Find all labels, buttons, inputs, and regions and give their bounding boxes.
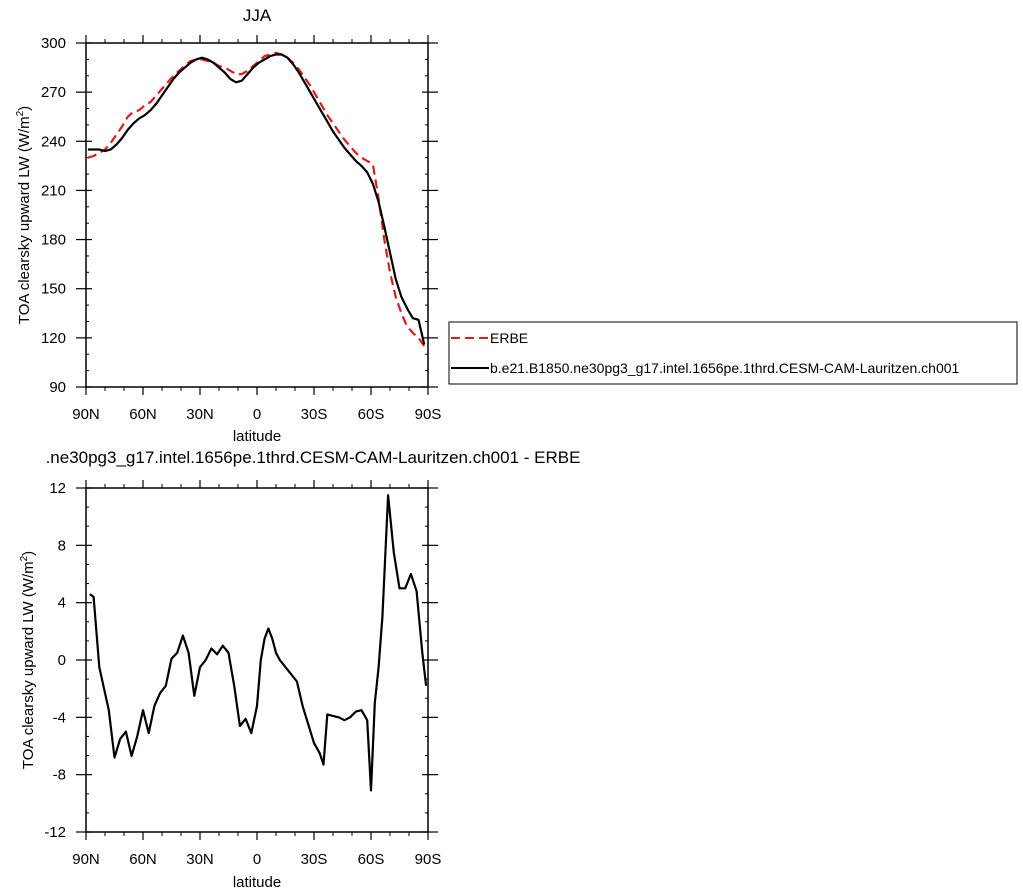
top-ticks — [76, 35, 438, 395]
bottom-xtick-labels: 90N 60N 30N 0 30S 60S 90S — [72, 851, 441, 868]
top-xtick-label: 90S — [415, 406, 442, 423]
top-xtick-label: 60N — [129, 406, 157, 423]
bottom-xtick-label: 30N — [186, 851, 214, 868]
bottom-y-axis-label-base: TOA clearsky upward LW (W/m — [20, 561, 37, 769]
bottom-plot-frame — [85, 487, 429, 833]
top-ytick-label: 240 — [41, 133, 66, 150]
top-ytick-label: 270 — [41, 84, 66, 101]
bottom-ytick-label: -12 — [44, 824, 66, 841]
top-xtick-label: 0 — [253, 406, 261, 423]
top-xtick-label: 60S — [358, 406, 385, 423]
bottom-chart-title: .ne30pg3_g17.intel.1656pe.1thrd.CESM-CAM… — [46, 448, 581, 467]
bottom-ytick-label: 4 — [58, 595, 66, 612]
bottom-y-axis-label-tail: ) — [20, 551, 37, 556]
legend-box — [448, 321, 1018, 385]
top-ytick-label: 300 — [41, 35, 66, 52]
bottom-ytick-label: 12 — [49, 480, 66, 497]
top-ytick-label: 90 — [49, 379, 66, 396]
bottom-ytick-labels: -12 -8 -4 0 4 8 12 — [44, 480, 66, 841]
legend-label-erbe: ERBE — [490, 330, 528, 346]
top-y-axis-label-tail: ) — [16, 106, 33, 111]
bottom-series — [89, 494, 428, 792]
top-ytick-label: 150 — [41, 281, 66, 298]
bottom-ytick-label: 8 — [58, 537, 66, 554]
top-y-axis-label-sup: 2 — [15, 110, 26, 116]
bottom-ytick-label: -8 — [53, 767, 66, 784]
bottom-x-axis-label: latitude — [233, 874, 281, 891]
bottom-y-axis-label: TOA clearsky upward LW (W/m2) — [19, 551, 37, 769]
bottom-ticks — [76, 480, 438, 840]
bottom-panel: .ne30pg3_g17.intel.1656pe.1thrd.CESM-CAM… — [19, 448, 580, 891]
bottom-y-axis-label-sup: 2 — [19, 555, 30, 561]
bottom-xtick-label: 60S — [358, 851, 385, 868]
bottom-xtick-label: 60N — [129, 851, 157, 868]
bottom-series-line-0 — [89, 494, 428, 792]
top-xtick-label: 30N — [186, 406, 214, 423]
top-chart-title: JJA — [243, 6, 272, 25]
top-xtick-label: 30S — [301, 406, 328, 423]
top-ytick-label: 180 — [41, 232, 66, 249]
top-plot-frame — [85, 42, 429, 388]
top-panel: JJA 90 120 150 180 210 240 270 300 90N 60N 30N 0 30… — [15, 6, 441, 445]
bottom-xtick-label: 90S — [415, 851, 442, 868]
top-series-line-1 — [87, 53, 426, 345]
top-x-axis-label: latitude — [233, 428, 281, 445]
legend: ERBE b.e21.B1850.ne30pg3_g17.intel.1656p… — [448, 321, 1018, 385]
top-y-axis-label: TOA clearsky upward LW (W/m2) — [15, 106, 33, 324]
top-ytick-label: 210 — [41, 182, 66, 199]
bottom-xtick-label: 30S — [301, 851, 328, 868]
legend-label-model: b.e21.B1850.ne30pg3_g17.intel.1656pe.1th… — [490, 360, 960, 376]
top-y-axis-label-base: TOA clearsky upward LW (W/m — [16, 116, 33, 324]
bottom-ytick-label: -4 — [53, 709, 66, 726]
bottom-xtick-label: 0 — [253, 851, 261, 868]
top-xtick-labels: 90N 60N 30N 0 30S 60S 90S — [72, 406, 441, 423]
bottom-ytick-label: 0 — [58, 652, 66, 669]
top-series — [87, 51, 426, 347]
top-ytick-label: 120 — [41, 330, 66, 347]
top-xtick-label: 90N — [72, 406, 100, 423]
bottom-xtick-label: 90N — [72, 851, 100, 868]
top-ytick-labels: 90 120 150 180 210 240 270 300 — [41, 35, 66, 396]
top-series-line-0 — [87, 51, 426, 347]
